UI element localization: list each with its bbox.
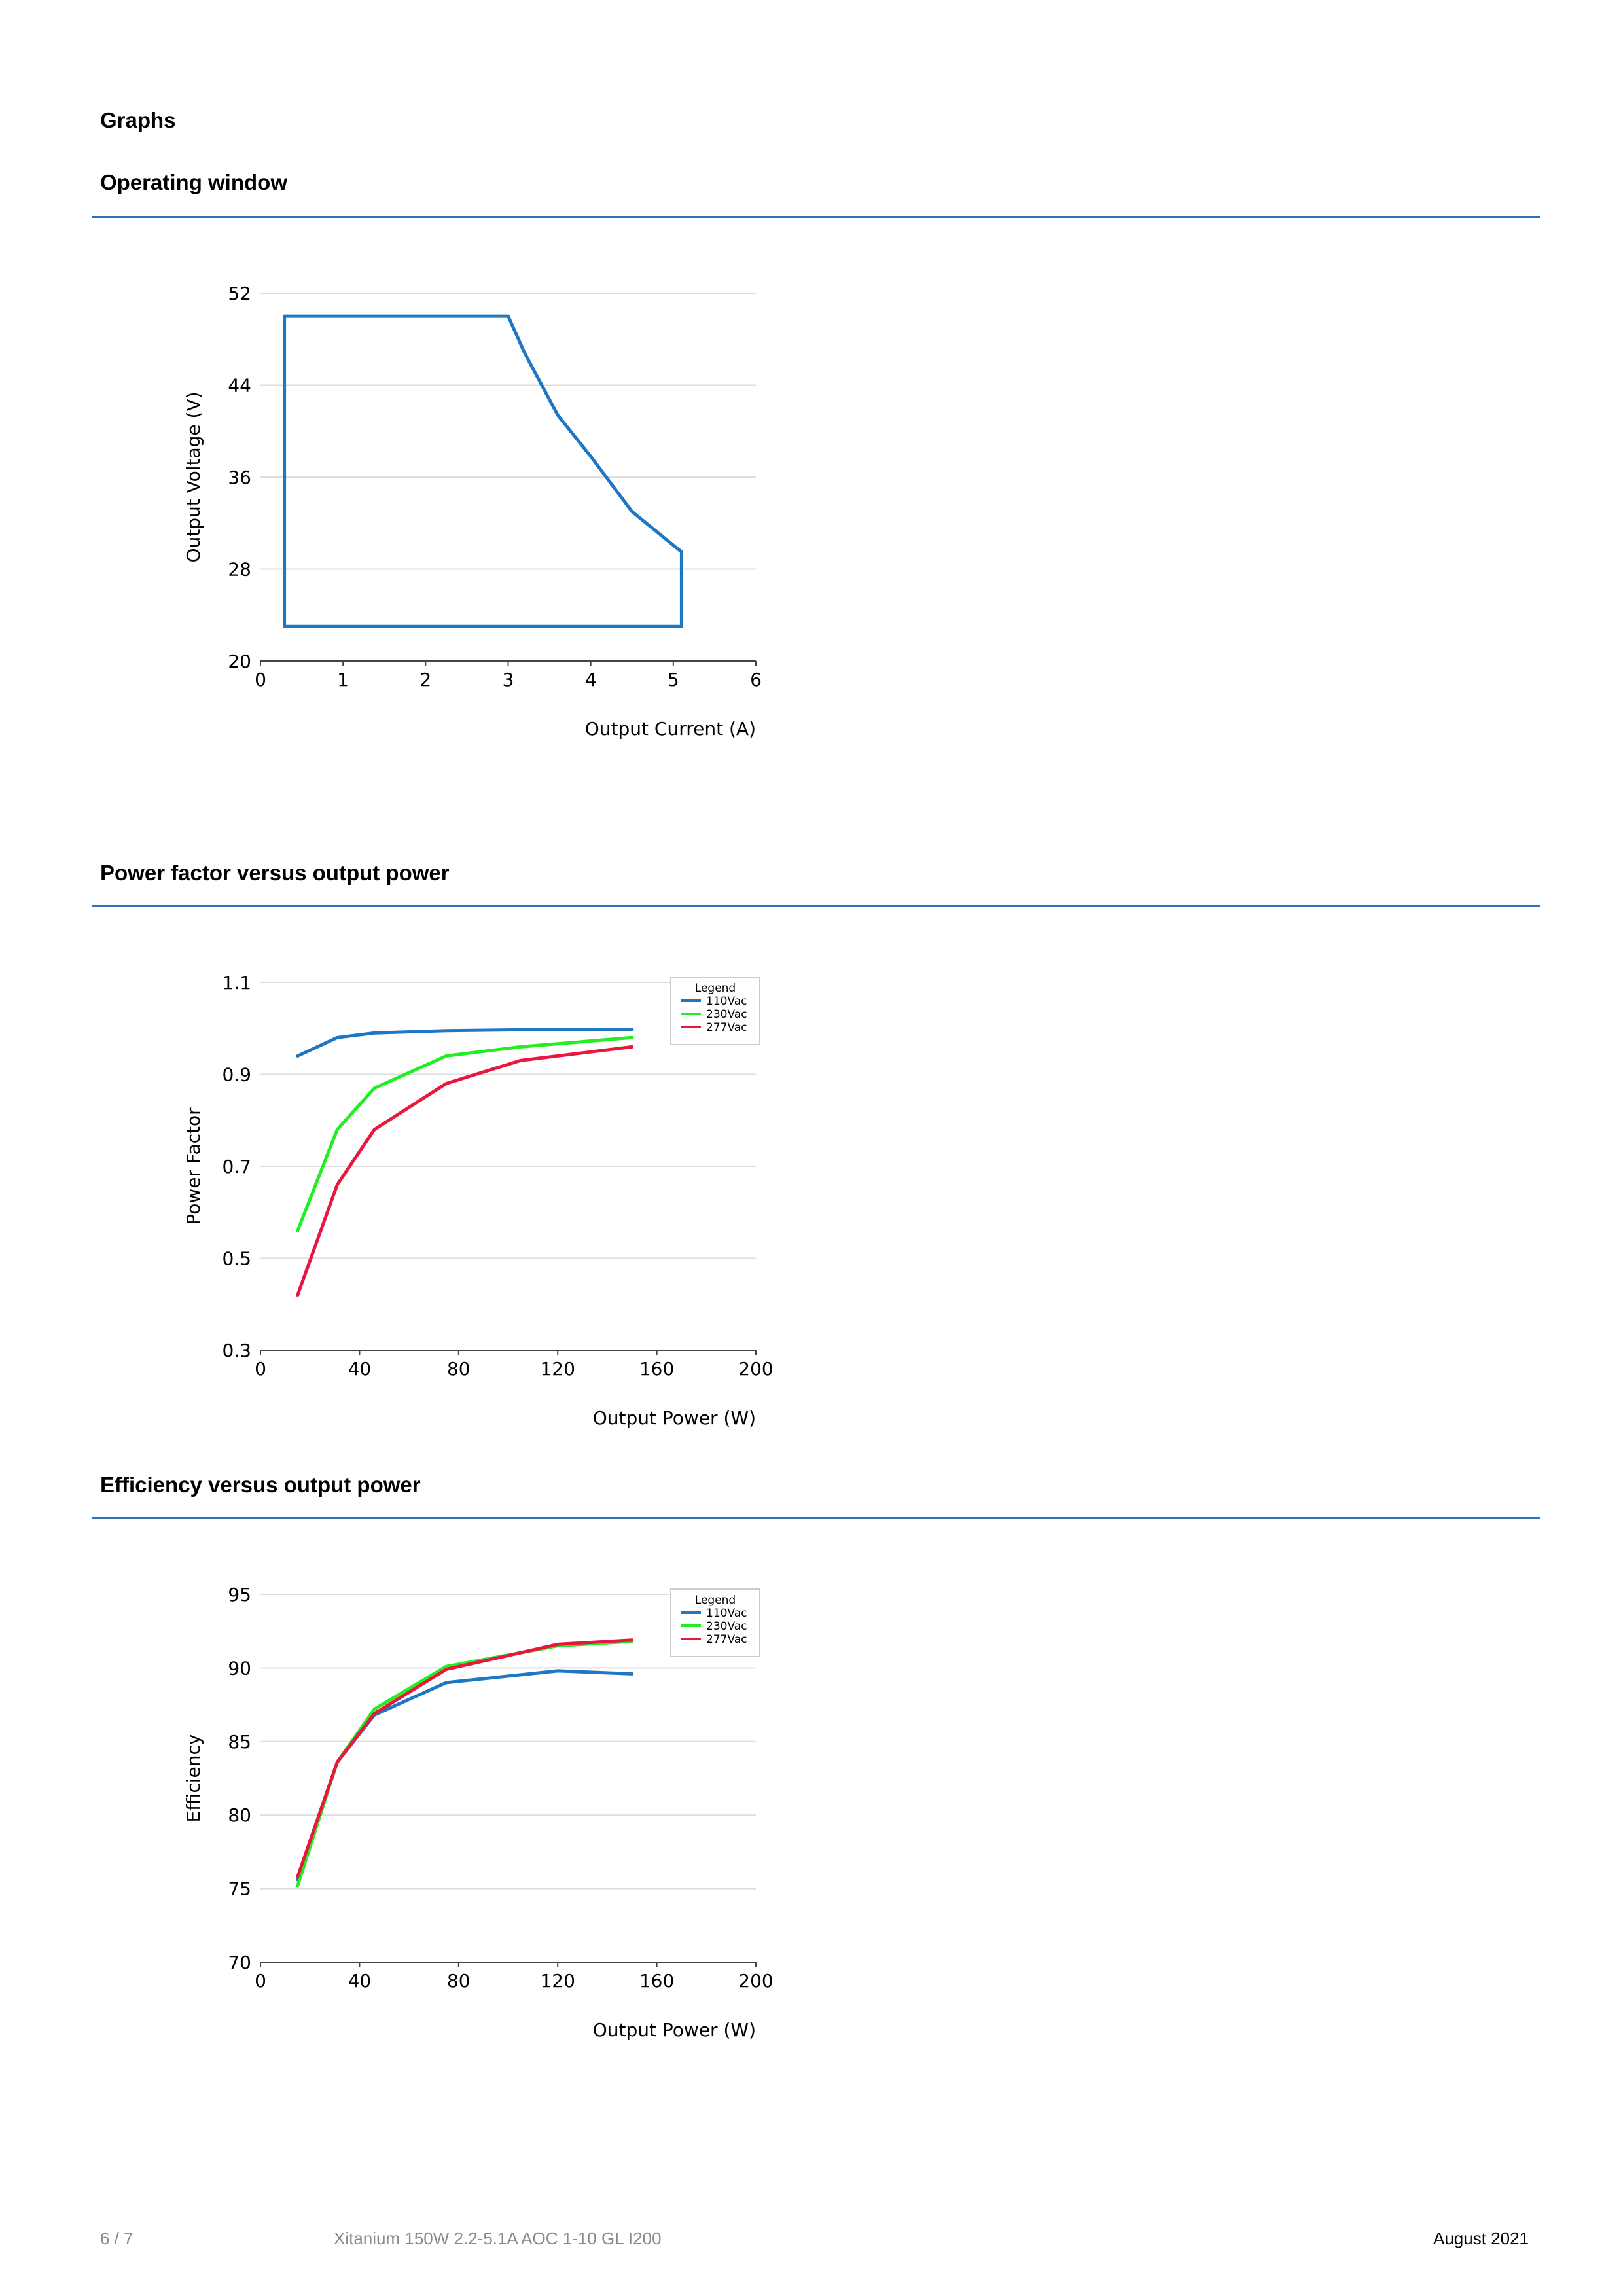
- legend-title: Legend: [695, 1594, 736, 1607]
- x-axis-label: Output Power (W): [593, 1407, 756, 1429]
- x-tick-label: 0: [255, 669, 266, 691]
- x-tick-label: 3: [503, 669, 514, 691]
- y-tick-label: 0.5: [222, 1248, 251, 1270]
- y-tick-label: 85: [228, 1731, 251, 1753]
- series-line-110vac: [296, 1669, 634, 1882]
- x-tick-label: 120: [540, 1358, 575, 1380]
- y-tick-label: 52: [228, 283, 251, 304]
- y-tick-label: 80: [228, 1804, 251, 1826]
- x-tick-label: 200: [738, 1358, 773, 1380]
- legend-label: 110Vac: [706, 995, 747, 1008]
- y-axis-label: Output Voltage (V): [183, 391, 204, 562]
- y-tick-label: 90: [228, 1657, 251, 1679]
- x-tick-label: 6: [750, 669, 762, 691]
- legend-label: 277Vac: [706, 1021, 747, 1034]
- series-line-110vac: [296, 1028, 634, 1058]
- x-tick-label: 2: [419, 669, 431, 691]
- x-tick-label: 160: [639, 1970, 674, 1992]
- y-axis-label: Efficiency: [183, 1734, 204, 1823]
- power-factor-chart: 0.3 0.5 0.7 0.9 1.1 0 40 80 120 160 200 Output Powe…: [0, 938, 851, 1448]
- x-tick-label: 0: [255, 1970, 266, 1992]
- footer-page-number: 6 / 7: [100, 2229, 134, 2248]
- x-tick-label: 80: [447, 1970, 471, 1992]
- page-heading-graphs: Graphs: [100, 108, 176, 132]
- x-tick-label: 40: [348, 1358, 372, 1380]
- y-tick-label: 0.3: [222, 1340, 251, 1361]
- y-tick-label: 1.1: [222, 972, 251, 994]
- x-tick-label: 1: [337, 669, 349, 691]
- legend-label: 277Vac: [706, 1633, 747, 1646]
- operating-window-chart: 20 28 36 44 52 0 1 2 3 4 5 6 Output Current (A) Outpu…: [0, 249, 851, 759]
- y-tick-label: 0.7: [222, 1156, 251, 1177]
- footer-date: August 2021: [1433, 2229, 1529, 2248]
- legend-label: 230Vac: [706, 1008, 747, 1021]
- series-line-operating-window: [283, 314, 683, 628]
- footer-product-name: Xitanium 150W 2.2-5.1A AOC 1-10 GL I200: [334, 2229, 662, 2248]
- y-tick-label: 36: [228, 467, 251, 488]
- x-axis-label: Output Current (A): [585, 718, 756, 740]
- legend-label: 230Vac: [706, 1620, 747, 1633]
- section-divider: [92, 216, 1540, 218]
- x-tick-label: 160: [639, 1358, 674, 1380]
- section-title-efficiency: Efficiency versus output power: [100, 1473, 421, 1497]
- y-tick-label: 0.9: [222, 1064, 251, 1086]
- y-tick-label: 44: [228, 375, 251, 397]
- series-line-230vac: [296, 1640, 634, 1888]
- y-tick-label: 28: [228, 559, 251, 581]
- y-tick-label: 75: [228, 1878, 251, 1900]
- section-title-operating-window: Operating window: [100, 170, 287, 194]
- y-tick-label: 95: [228, 1584, 251, 1605]
- x-tick-label: 4: [585, 669, 597, 691]
- section-divider: [92, 1517, 1540, 1519]
- series-line-230vac: [296, 1035, 634, 1232]
- x-tick-label: 80: [447, 1358, 471, 1380]
- x-tick-label: 0: [255, 1358, 266, 1380]
- y-axis-label: Power Factor: [183, 1107, 204, 1225]
- legend-box: [670, 1588, 760, 1657]
- x-tick-label: 200: [738, 1970, 773, 1992]
- y-tick-label: 20: [228, 651, 251, 672]
- x-tick-label: 40: [348, 1970, 372, 1992]
- series-line-277vac: [296, 1638, 634, 1879]
- series-line-277vac: [296, 1045, 634, 1297]
- legend-title: Legend: [695, 982, 736, 995]
- y-tick-label: 70: [228, 1952, 251, 1973]
- x-axis-label: Output Power (W): [593, 2019, 756, 2041]
- legend-box: [670, 977, 760, 1045]
- x-tick-label: 120: [540, 1970, 575, 1992]
- efficiency-chart: 70 75 80 85 90 95 0 40 80 120 160 200 Output Power (…: [0, 1550, 851, 2060]
- legend-label: 110Vac: [706, 1607, 747, 1620]
- section-title-power-factor: Power factor versus output power: [100, 861, 450, 885]
- section-divider: [92, 905, 1540, 907]
- x-tick-label: 5: [668, 669, 679, 691]
